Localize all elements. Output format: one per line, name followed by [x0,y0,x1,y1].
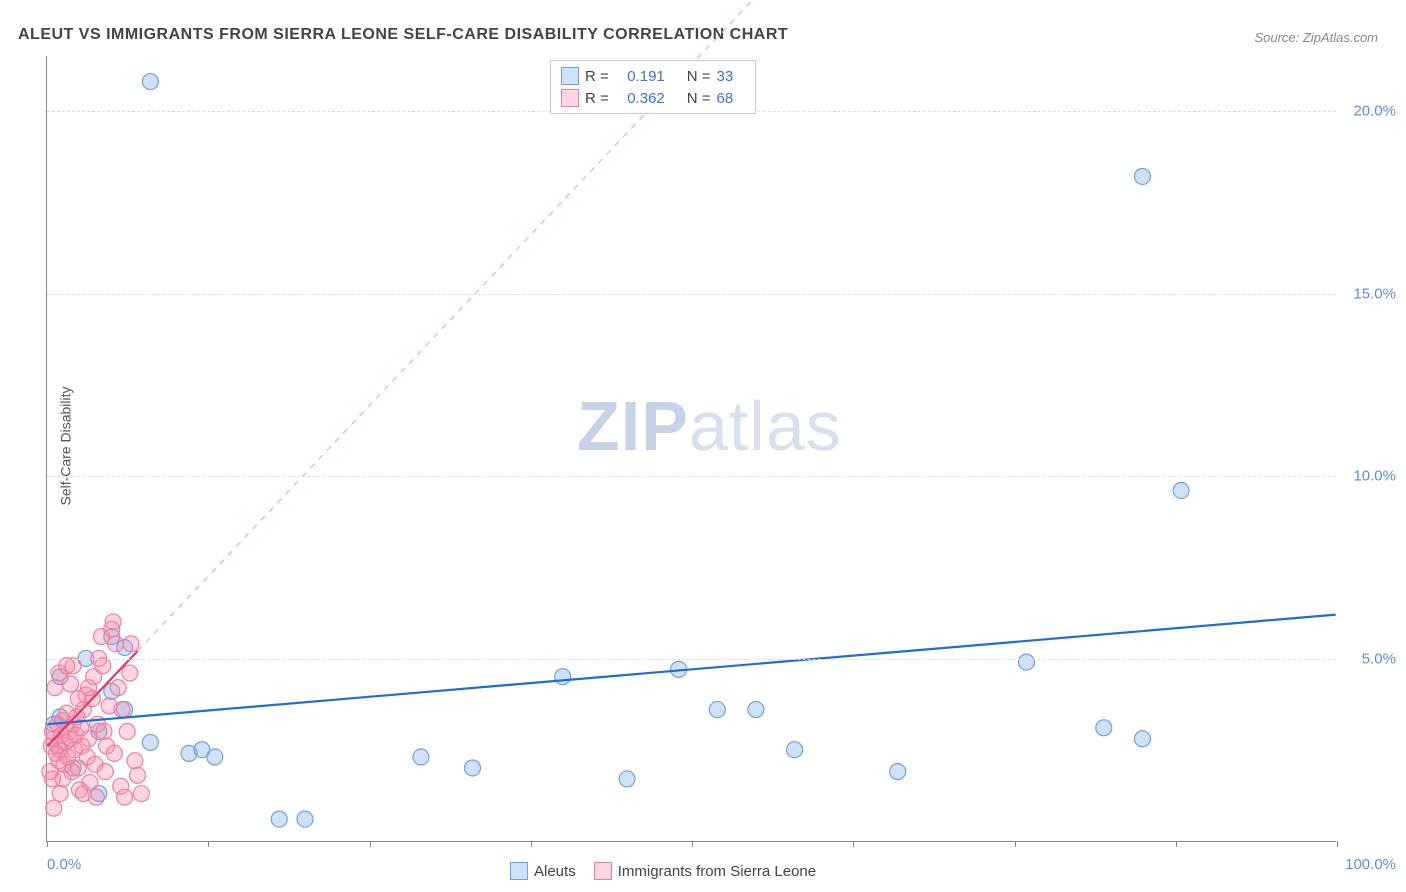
scatter-point [108,636,124,652]
scatter-point [133,786,149,802]
legend-swatch-aleuts [510,862,528,880]
x-tick-label: 0.0% [47,856,81,873]
stats-n-label-2: N = [687,90,711,107]
x-tick-label: 100.0% [1345,856,1396,873]
scatter-point [122,665,138,681]
x-tick [853,841,854,847]
scatter-point [88,789,104,805]
y-tick-label: 20.0% [1353,102,1396,119]
x-tick [1176,841,1177,847]
scatter-point [105,614,121,630]
chart-title: ALEUT VS IMMIGRANTS FROM SIERRA LEONE SE… [18,26,788,44]
legend-item-sl: Immigrants from Sierra Leone [594,862,816,880]
scatter-point [46,800,62,816]
stats-r-label-2: R = [585,90,609,107]
scatter-point [413,749,429,765]
scatter-point [555,669,571,685]
x-tick [47,841,48,847]
stats-n-label-1: N = [687,68,711,85]
scatter-point [114,702,130,718]
scatter-point [271,811,287,827]
stats-n-val-1: 33 [717,68,745,85]
x-tick [1015,841,1016,847]
scatter-point [117,789,133,805]
stats-n-val-2: 68 [717,90,745,107]
x-tick [370,841,371,847]
swatch-sl [561,89,579,107]
scatter-point [55,771,71,787]
scatter-point [1134,168,1150,184]
stats-row-sl: R = 0.362 N = 68 [561,87,745,109]
scatter-point [96,723,112,739]
scatter-point [97,764,113,780]
y-tick-label: 5.0% [1362,651,1396,668]
scatter-point [142,74,158,90]
gridline [47,476,1336,477]
legend-label-aleuts: Aleuts [534,863,576,880]
scatter-point [110,680,126,696]
scatter-point [81,731,97,747]
stats-r-val-2: 0.362 [615,90,665,107]
y-tick-label: 10.0% [1353,468,1396,485]
x-tick [692,841,693,847]
scatter-point [63,676,79,692]
scatter-point [127,753,143,769]
y-tick-label: 15.0% [1353,285,1396,302]
chart-container: ALEUT VS IMMIGRANTS FROM SIERRA LEONE SE… [0,0,1406,892]
chart-source: Source: ZipAtlas.com [1254,30,1378,45]
scatter-point [748,702,764,718]
stats-r-val-1: 0.191 [615,68,665,85]
gridline [47,659,1336,660]
scatter-point [181,745,197,761]
swatch-aleuts [561,67,579,85]
stats-legend: R = 0.191 N = 33 R = 0.362 N = 68 [550,60,756,114]
legend-swatch-sl [594,862,612,880]
scatter-point [464,760,480,776]
scatter-point [709,702,725,718]
scatter-point [81,680,97,696]
scatter-point [207,749,223,765]
bottom-legend: Aleuts Immigrants from Sierra Leone [510,862,816,880]
scatter-point [52,786,68,802]
scatter-point [1096,720,1112,736]
scatter-point [47,680,63,696]
plot-svg [47,56,1336,841]
scatter-point [123,636,139,652]
scatter-point [787,742,803,758]
scatter-point [142,734,158,750]
scatter-point [297,811,313,827]
legend-label-sl: Immigrants from Sierra Leone [618,863,816,880]
plot-area: ZIPatlas 5.0%10.0%15.0%20.0%0.0%100.0% [46,56,1336,842]
stats-r-label-1: R = [585,68,609,85]
scatter-point [619,771,635,787]
scatter-point [130,767,146,783]
scatter-point [1134,731,1150,747]
x-tick [208,841,209,847]
legend-item-aleuts: Aleuts [510,862,576,880]
stats-row-aleuts: R = 0.191 N = 33 [561,65,745,87]
gridline [47,294,1336,295]
x-tick [1337,841,1338,847]
trendline [47,615,1335,725]
scatter-point [1173,482,1189,498]
x-tick [531,841,532,847]
scatter-point [106,745,122,761]
scatter-point [119,723,135,739]
scatter-point [1018,654,1034,670]
scatter-point [890,764,906,780]
